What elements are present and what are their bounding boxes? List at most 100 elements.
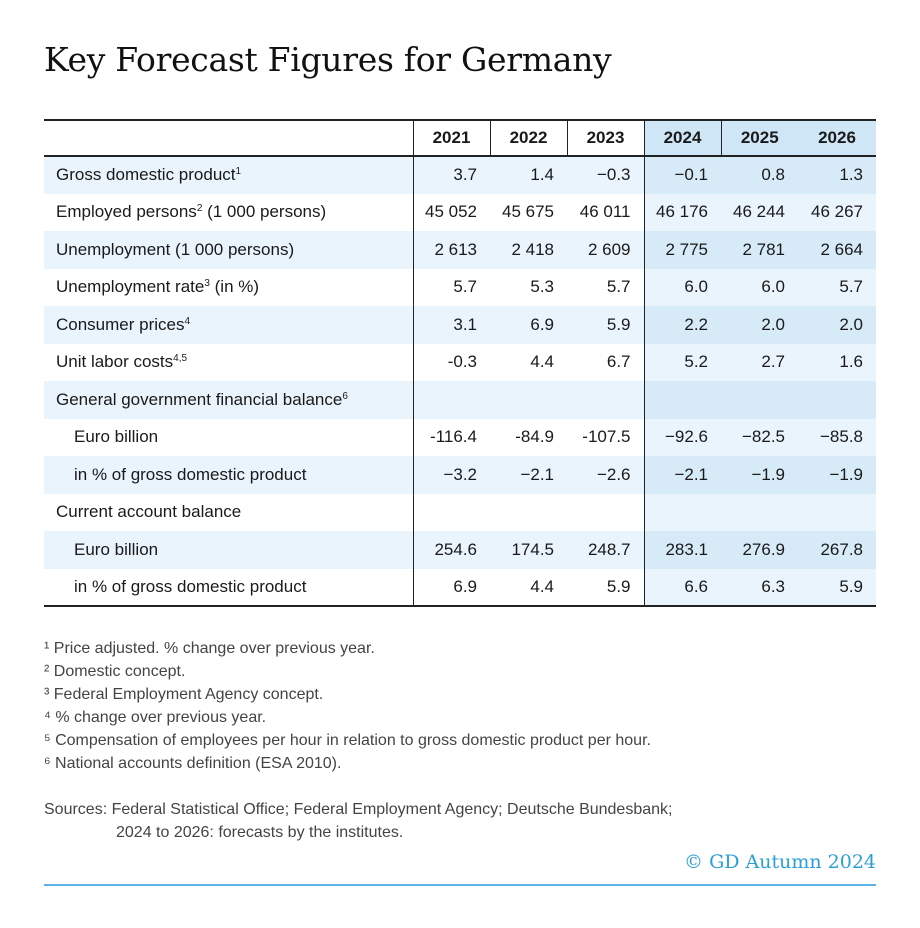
value-cell: 6.0 bbox=[643, 268, 721, 306]
value-cell bbox=[413, 381, 490, 419]
value-cell: −92.6 bbox=[643, 418, 721, 456]
value-cell: 6.3 bbox=[721, 568, 798, 607]
row-label-text: Consumer prices bbox=[56, 314, 185, 334]
page-title: Key Forecast Figures for Germany bbox=[44, 40, 612, 79]
value-cell: 254.6 bbox=[413, 531, 490, 569]
copyright: © GD Autumn 2024 bbox=[684, 851, 876, 873]
value-cell: 2 418 bbox=[490, 231, 567, 269]
row-label-text: Euro billion bbox=[74, 427, 159, 447]
value-cell: 3.7 bbox=[413, 156, 490, 194]
value-cell: 1.6 bbox=[798, 343, 876, 381]
table-row: Employed persons2 (1 000 persons) 45 052 4… bbox=[44, 193, 876, 231]
table-body: Gross domestic product1 3.7 1.4 −0.3 −0.1 0.8… bbox=[44, 156, 876, 607]
value-cell: 6.9 bbox=[413, 568, 490, 607]
table-row: Consumer prices4 3.1 6.9 5.9 2.2 2.0 2.0 bbox=[44, 306, 876, 344]
value-cell: 0.8 bbox=[721, 156, 798, 194]
value-cell: 5.2 bbox=[643, 343, 721, 381]
row-label: General government financial balance6 bbox=[44, 381, 414, 419]
footnote-marker: 6 bbox=[342, 390, 348, 402]
value-cell: 5.7 bbox=[413, 268, 490, 306]
value-cell: 2 781 bbox=[721, 231, 798, 269]
row-label: Employed persons2 (1 000 persons) bbox=[44, 193, 414, 231]
bottom-rule bbox=[44, 884, 876, 886]
row-label: Gross domestic product1 bbox=[44, 156, 414, 194]
value-cell bbox=[721, 381, 798, 419]
value-cell: 2.0 bbox=[798, 306, 876, 344]
column-header-forecast: 2026 bbox=[798, 119, 876, 157]
value-cell bbox=[798, 381, 876, 419]
value-cell: −82.5 bbox=[721, 418, 798, 456]
value-cell: −2.6 bbox=[567, 456, 644, 494]
row-label-text: Unit labor costs bbox=[56, 352, 174, 372]
footnote-marker: 4,5 bbox=[173, 353, 188, 365]
forecast-table: 2021 2022 2023 2024 2025 2026 Gross dome… bbox=[44, 119, 876, 607]
value-cell: 45 052 bbox=[413, 193, 490, 231]
column-header: 2022 bbox=[489, 119, 567, 157]
value-cell: 46 267 bbox=[798, 193, 876, 231]
value-cell: 2 775 bbox=[643, 231, 721, 269]
value-cell: 6.0 bbox=[721, 268, 798, 306]
value-cell: -107.5 bbox=[567, 418, 644, 456]
value-cell: 276.9 bbox=[721, 531, 798, 569]
value-cell: 174.5 bbox=[490, 531, 567, 569]
row-label-text: Euro billion bbox=[74, 539, 159, 559]
table-row: in % of gross domestic product −3.2 −2.1 −2… bbox=[44, 456, 876, 494]
table-header-row: 2021 2022 2023 2024 2025 2026 bbox=[44, 119, 876, 157]
row-label-text: Unemployment (1 000 persons) bbox=[56, 239, 295, 259]
row-sublabel: Euro billion bbox=[44, 418, 414, 456]
row-sublabel: in % of gross domestic product bbox=[44, 568, 414, 607]
value-cell: 2.0 bbox=[721, 306, 798, 344]
row-label-text: Employed persons bbox=[56, 202, 197, 222]
table-row: Current account balance bbox=[44, 493, 876, 531]
value-cell: 4.4 bbox=[490, 568, 567, 607]
value-cell: 2.7 bbox=[721, 343, 798, 381]
value-cell: 248.7 bbox=[567, 531, 644, 569]
value-cell: −2.1 bbox=[490, 456, 567, 494]
value-cell: −0.1 bbox=[643, 156, 721, 194]
value-cell: 4.4 bbox=[490, 343, 567, 381]
value-cell: 6.9 bbox=[490, 306, 567, 344]
table-row: General government financial balance6 bbox=[44, 381, 876, 419]
value-cell: -84.9 bbox=[490, 418, 567, 456]
value-cell: −1.9 bbox=[798, 456, 876, 494]
value-cell bbox=[721, 493, 798, 531]
value-cell: 5.7 bbox=[798, 268, 876, 306]
footnote: ² Domestic concept. bbox=[44, 663, 186, 680]
footnote: ⁵ Compensation of employees per hour in … bbox=[44, 732, 651, 749]
value-cell: -116.4 bbox=[413, 418, 490, 456]
value-cell bbox=[798, 493, 876, 531]
value-cell: 2 609 bbox=[567, 231, 644, 269]
row-label-text: Current account balance bbox=[56, 502, 242, 522]
value-cell bbox=[643, 493, 721, 531]
value-cell bbox=[490, 493, 567, 531]
row-label-unit: (1 000 persons) bbox=[202, 202, 327, 222]
value-cell: 5.9 bbox=[567, 568, 644, 607]
value-cell: 5.3 bbox=[490, 268, 567, 306]
value-cell: −85.8 bbox=[798, 418, 876, 456]
value-cell: 5.7 bbox=[567, 268, 644, 306]
row-label: Unemployment rate3 (in %) bbox=[44, 268, 414, 306]
table-row: Unemployment rate3 (in %) 5.7 5.3 5.7 6.0 6.0… bbox=[44, 268, 876, 306]
value-cell: 5.9 bbox=[567, 306, 644, 344]
table-row: Unemployment (1 000 persons) 2 613 2 418 2 … bbox=[44, 231, 876, 269]
value-cell: 267.8 bbox=[798, 531, 876, 569]
table-row: Unit labor costs4,5 -0.3 4.4 6.7 5.2 2.7 1.6 bbox=[44, 343, 876, 381]
row-label-unit: (in %) bbox=[209, 277, 260, 297]
value-cell bbox=[413, 493, 490, 531]
column-header: 2023 bbox=[566, 119, 644, 157]
value-cell: 6.7 bbox=[567, 343, 644, 381]
value-cell: −0.3 bbox=[567, 156, 644, 194]
column-header: 2021 bbox=[412, 119, 490, 157]
footnote-marker: 2 bbox=[196, 203, 203, 215]
column-header-forecast: 2024 bbox=[643, 119, 721, 157]
value-cell: 5.9 bbox=[798, 568, 876, 607]
footnote-marker: 1 bbox=[235, 166, 242, 178]
value-cell bbox=[490, 381, 567, 419]
value-cell: −1.9 bbox=[721, 456, 798, 494]
value-cell: 2 664 bbox=[798, 231, 876, 269]
table-row: Euro billion -116.4 -84.9 -107.5 −92.6 −82.5−… bbox=[44, 418, 876, 456]
row-label: Current account balance bbox=[44, 493, 414, 531]
sources-line: Sources: Federal Statistical Office; Fed… bbox=[44, 801, 673, 818]
value-cell: 1.4 bbox=[490, 156, 567, 194]
row-label: Unit labor costs4,5 bbox=[44, 343, 414, 381]
